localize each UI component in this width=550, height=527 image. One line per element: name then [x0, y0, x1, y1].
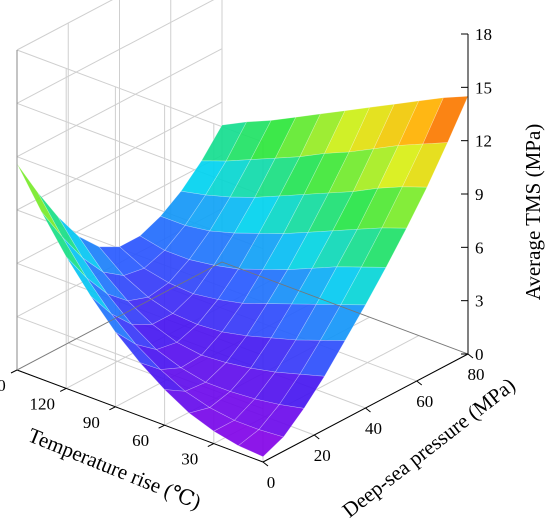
y-axis-label: Temperature rise (℃) — [25, 423, 205, 514]
y-tick-mark — [109, 406, 116, 411]
surface-patch — [221, 302, 268, 337]
x-tick-mark — [313, 434, 320, 440]
surface-layer — [16, 95, 469, 458]
surface-patch — [233, 195, 280, 234]
surface-patch — [266, 267, 313, 305]
x-tick-label: 20 — [314, 446, 331, 465]
surface-patch — [336, 227, 383, 268]
surface-patch — [278, 373, 326, 409]
x-tick-label: 80 — [468, 365, 485, 384]
z-tick-label: 18 — [475, 25, 492, 44]
box-edge — [221, 261, 469, 355]
surface-patch — [155, 342, 203, 369]
surface-patch — [41, 211, 87, 279]
surface-patch — [299, 339, 346, 377]
surface-patch — [319, 304, 367, 341]
surface-patch — [315, 266, 362, 305]
z-tick-label: 6 — [475, 238, 484, 257]
surface-patch — [373, 100, 420, 150]
surface-patch — [356, 186, 403, 230]
surface-patch — [176, 324, 223, 356]
x-tick-mark — [416, 380, 423, 386]
y-tick-label: 120 — [29, 394, 55, 413]
surface-patch — [250, 116, 297, 160]
y-tick-label: 90 — [83, 413, 100, 432]
surface-patch — [250, 337, 297, 373]
x-tick-label: 40 — [365, 419, 382, 438]
surface-patch — [37, 191, 83, 259]
z-tick-labels: 0 3 6 9 12 15 18 — [461, 25, 492, 364]
box-edge — [16, 261, 223, 371]
surface-patch — [401, 142, 448, 188]
x-tick-labels: 0 20 40 60 80 — [262, 353, 485, 492]
x-tick-label: 60 — [416, 392, 433, 411]
x-tick-mark — [365, 407, 371, 413]
surface-patch — [111, 313, 158, 351]
y-tick-mark — [10, 369, 18, 374]
surface-patch — [352, 145, 399, 192]
y-tick-labels: 30 60 90 120 150 — [0, 369, 215, 469]
z-tick-label: 3 — [475, 292, 484, 311]
y-tick-label: 30 — [181, 450, 198, 469]
surface-patch — [16, 163, 63, 237]
z-axis-label: Average TMS (MPa) — [521, 124, 545, 301]
z-tick-label: 0 — [475, 345, 484, 364]
surface-patch — [131, 323, 178, 350]
y-tick-label: 60 — [132, 431, 149, 450]
surface-patch — [90, 296, 137, 345]
z-tick-label: 12 — [475, 132, 492, 151]
y-tick-mark — [158, 424, 165, 429]
y-tick-mark — [59, 387, 67, 392]
surface-patch — [237, 429, 285, 458]
y-tick-label: 150 — [0, 376, 6, 395]
x-tick-label: 0 — [267, 473, 276, 492]
surface-patch — [332, 187, 379, 232]
z-tick-label: 9 — [475, 185, 484, 204]
surface-patch — [106, 293, 154, 325]
x-tick-mark — [467, 353, 474, 359]
y-axis-line — [16, 369, 264, 463]
x-tick-mark — [262, 461, 269, 467]
surface-patch — [311, 228, 358, 269]
z-tick-label: 15 — [475, 78, 492, 97]
gridline — [16, 0, 113, 51]
surface-patch — [262, 231, 309, 271]
y-tick-mark — [207, 443, 215, 448]
